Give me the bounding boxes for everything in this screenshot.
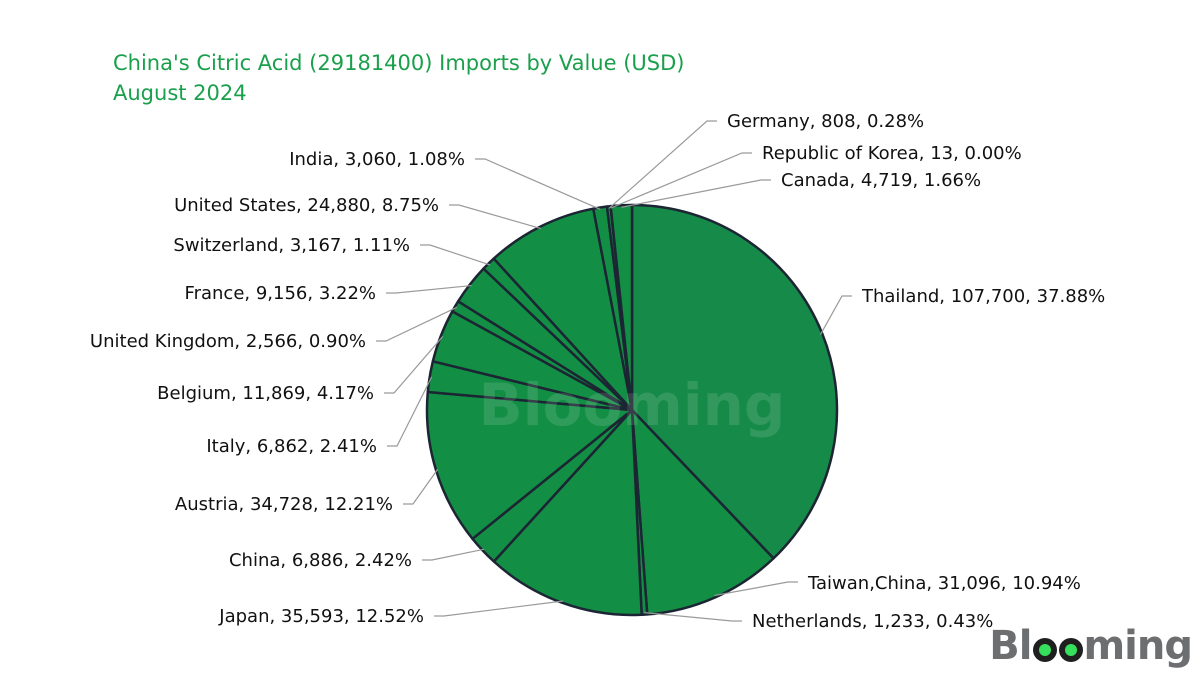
pie-slice-japan	[492, 408, 643, 617]
slice-label: Switzerland, 3,167, 1.11%	[173, 235, 410, 256]
logo-eye-icon	[1032, 638, 1057, 662]
slice-labels: Thailand, 107,700, 37.88% Taiwan,China, 3…	[90, 111, 1105, 632]
leader-line	[819, 295, 852, 335]
leader-line	[386, 284, 472, 294]
slice-label: Republic of Korea, 13, 0.00%	[762, 143, 1022, 164]
slice-label: China, 6,886, 2.42%	[229, 550, 412, 571]
slice-label: Taiwan,China, 31,096, 10.94%	[807, 573, 1081, 594]
watermark: Blooming	[479, 371, 786, 439]
leader-line	[475, 158, 601, 211]
leader-line	[422, 548, 485, 561]
leader-line	[621, 179, 771, 208]
leader-line	[449, 204, 542, 230]
leader-line	[376, 306, 458, 342]
slice-label: Canada, 4,719, 1.66%	[781, 170, 981, 191]
leader-line	[403, 468, 439, 505]
slice-label: Belgium, 11,869, 4.17%	[157, 383, 374, 404]
slice-label: United States, 24,880, 8.75%	[174, 195, 439, 216]
pie-slice-thailand	[630, 203, 839, 560]
leader-line	[434, 600, 564, 617]
pie-slice-united-states	[492, 207, 634, 412]
logo-prefix: Bl	[989, 623, 1032, 669]
leader-line	[420, 244, 491, 266]
slice-label: France, 9,156, 3.22%	[185, 283, 376, 304]
leader-line	[387, 376, 433, 447]
slice-label: Germany, 808, 0.28%	[727, 111, 924, 132]
slice-label: Thailand, 107,700, 37.88%	[861, 286, 1105, 307]
slice-label: United Kingdom, 2,566, 0.90%	[90, 331, 366, 352]
leader-lines	[376, 120, 852, 622]
logo-eye-icon	[1058, 638, 1083, 662]
leader-line	[644, 612, 742, 622]
chart-title-line1: China's Citric Acid (29181400) Imports b…	[113, 51, 685, 75]
slice-label: Japan, 35,593, 12.52%	[218, 606, 424, 627]
pie-slices	[425, 203, 839, 617]
leader-line	[714, 581, 798, 597]
pie-slice-austria	[425, 390, 634, 541]
slice-label: Italy, 6,862, 2.41%	[206, 436, 377, 457]
chart-title-line2: August 2024	[113, 81, 247, 105]
leader-line	[610, 152, 752, 209]
logo-suffix: ming	[1083, 623, 1193, 669]
leader-line	[608, 120, 717, 209]
leader-line	[384, 336, 444, 394]
slice-label: Austria, 34,728, 12.21%	[175, 494, 393, 515]
chart-title: China's Citric Acid (29181400) Imports b…	[113, 48, 684, 108]
blooming-logo: Bl ming	[989, 623, 1193, 669]
slice-label: India, 3,060, 1.08%	[289, 149, 465, 170]
slice-label: Netherlands, 1,233, 0.43%	[752, 611, 993, 632]
